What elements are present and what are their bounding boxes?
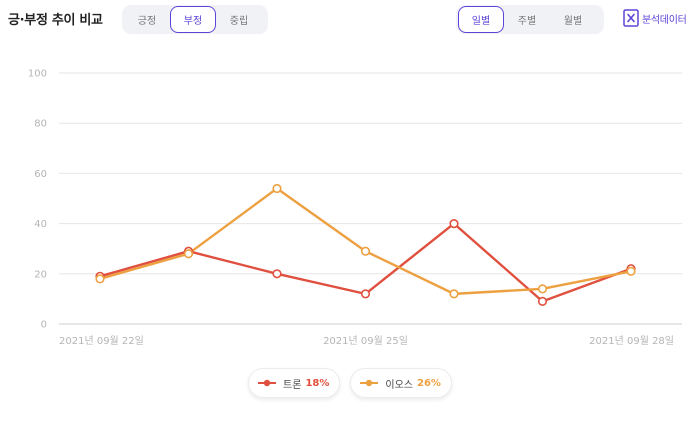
tab-positive[interactable]: 긍정 — [137, 16, 157, 27]
y-tick-label: 60 — [34, 169, 47, 180]
tab-monthly[interactable]: 월별 — [563, 16, 583, 27]
data-point — [449, 289, 459, 299]
x-tick-label: 2021년 09월 25일 — [323, 335, 408, 347]
y-tick-label: 20 — [34, 269, 47, 280]
x-tick-label: 2021년 09월 28일 — [589, 335, 674, 347]
y-tick-label: 100 — [28, 69, 47, 80]
data-point — [360, 289, 371, 299]
excel-icon — [623, 9, 639, 27]
data-point — [360, 246, 371, 256]
line-chart: 0 20 40 60 80 100 2021년 09월 22일 2021년 09월 25일 20… — [28, 69, 682, 347]
tab-daily[interactable]: 일별 — [458, 6, 504, 33]
export-data-button[interactable]: 분석데이터 — [623, 9, 687, 27]
legend-name: 이오스 — [385, 379, 413, 391]
data-point — [95, 274, 105, 284]
y-tick-label: 80 — [34, 119, 47, 130]
period-toggle: 일별 주별 월별 — [456, 5, 604, 34]
tab-neutral[interactable]: 중립 — [229, 16, 249, 27]
legend-marker-icon — [360, 379, 379, 387]
y-tick-label: 0 — [41, 320, 47, 331]
data-point — [626, 266, 636, 276]
tab-negative[interactable]: 부정 — [170, 6, 216, 33]
legend-share: 26% — [417, 377, 441, 389]
data-point — [537, 296, 548, 307]
legend-marker-icon — [258, 379, 277, 387]
sentiment-toggle: 긍정 부정 중립 — [122, 5, 268, 34]
data-point — [272, 269, 282, 279]
data-point — [449, 219, 459, 229]
legend-share: 18% — [305, 377, 330, 389]
chart-title: 긍·부정 추이 비교 — [8, 13, 103, 28]
data-point — [272, 183, 282, 194]
chart-legend: 트론 18% 이오스 26% — [0, 368, 700, 398]
series-line-2 — [98, 187, 633, 296]
x-tick-label: 2021년 09월 22일 — [59, 335, 144, 347]
legend-item-series-2[interactable]: 이오스 26% — [350, 368, 452, 398]
legend-item-series-1[interactable]: 트론 18% — [248, 368, 341, 398]
data-point — [537, 284, 548, 294]
y-tick-label: 40 — [34, 219, 47, 230]
data-point — [183, 249, 194, 259]
export-label: 분석데이터 — [642, 14, 687, 26]
legend-name: 트론 — [283, 379, 302, 391]
tab-weekly[interactable]: 주별 — [517, 16, 537, 27]
